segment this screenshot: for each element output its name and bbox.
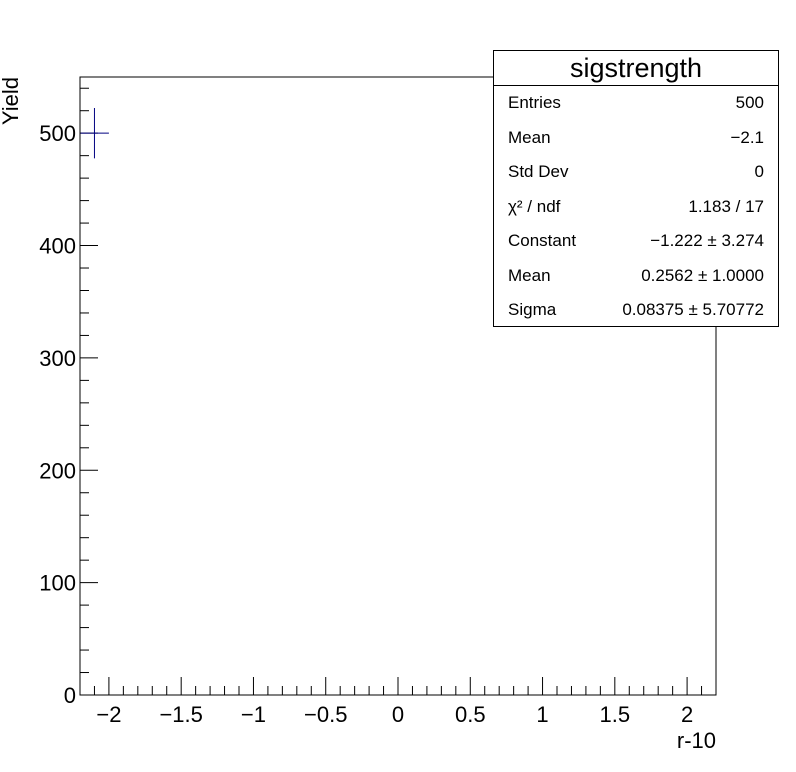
stats-row-label: Mean <box>508 127 551 147</box>
x-tick-label: −2 <box>96 702 121 727</box>
y-tick-label: 0 <box>64 683 76 708</box>
stats-row: Std Dev 0 <box>508 162 764 186</box>
x-tick-label: 0.5 <box>455 702 486 727</box>
stats-row: Entries 500 <box>508 93 764 117</box>
y-tick-label: 500 <box>39 121 76 146</box>
x-tick-label: −0.5 <box>304 702 347 727</box>
stats-row: Sigma 0.08375 ± 5.70772 <box>508 300 764 324</box>
y-tick-label: 400 <box>39 234 76 259</box>
x-tick-label: 0 <box>392 702 404 727</box>
x-tick-label: 1.5 <box>600 702 631 727</box>
x-axis-title: r-10 <box>677 728 716 753</box>
stats-row-value: 0.2562 ± 1.0000 <box>641 265 764 285</box>
y-tick-label: 200 <box>39 458 76 483</box>
y-tick-label: 300 <box>39 346 76 371</box>
y-tick-labels: 0 100 200 300 400 500 <box>39 121 76 708</box>
stats-row-label: χ² / ndf <box>508 196 561 216</box>
x-tick-label: 1 <box>536 702 548 727</box>
plot-frame <box>79 76 717 696</box>
data-points <box>80 108 109 159</box>
stats-box: sigstrength Entries 500 Mean −2.1 Std Dev 0 χ²… <box>493 50 779 327</box>
stats-row-value: 0.08375 ± 5.70772 <box>622 300 764 319</box>
x-tick-labels: −2 −1.5 −1 −0.5 0 0.5 1 1.5 2 <box>96 702 693 727</box>
y-axis-title: Yield <box>0 77 23 125</box>
stats-row-value: −2.1 <box>730 127 764 147</box>
stats-row-value: 500 <box>735 93 764 112</box>
stats-row-label: Mean <box>508 265 551 285</box>
stats-row-value: −1.222 ± 3.274 <box>650 231 764 250</box>
stats-title: sigstrength <box>494 51 778 86</box>
stats-row: Constant −1.222 ± 3.274 <box>508 231 764 255</box>
x-tick-label: −1.5 <box>159 702 202 727</box>
x-tick-label: −1 <box>241 702 266 727</box>
stats-row: χ² / ndf 1.183 / 17 <box>508 197 764 221</box>
stats-row-label: Constant <box>508 231 577 250</box>
stats-row-value: 0 <box>754 162 764 181</box>
x-tick-label: 2 <box>681 702 693 727</box>
stats-row-label: Sigma <box>508 300 557 319</box>
stats-row-label: Entries <box>508 93 561 112</box>
stats-row: Mean −2.1 <box>508 128 764 152</box>
stats-row-label: Std Dev <box>508 162 569 181</box>
stats-row: Mean 0.2562 ± 1.0000 <box>508 266 764 290</box>
stats-row-value: 1.183 / 17 <box>688 196 764 216</box>
y-tick-label: 100 <box>39 571 76 596</box>
axis-ticks <box>79 87 717 696</box>
